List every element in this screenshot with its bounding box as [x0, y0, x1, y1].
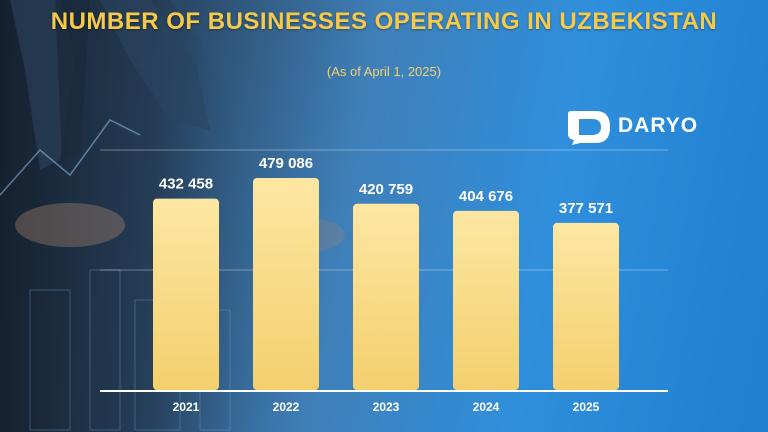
bars: [153, 178, 619, 390]
brand-name: DARYO: [618, 114, 699, 137]
value-labels: 432 458 479 086 420 759 404 676 377 571: [159, 155, 613, 217]
value-label-2025: 377 571: [559, 200, 613, 217]
chart-title: NUMBER OF BUSINESSES OPERATING IN UZBEKI…: [50, 8, 718, 35]
speech-bubble-d-logo-icon: [568, 111, 610, 145]
bar-2021: [153, 198, 219, 390]
x-tick-label-2024: 2024: [473, 400, 500, 414]
value-label-2023: 420 759: [359, 181, 413, 198]
value-label-2022: 479 086: [259, 155, 313, 172]
bar-2025: [553, 222, 619, 390]
bar-2023: [353, 203, 419, 390]
bar-2024: [453, 210, 519, 390]
value-label-2021: 432 458: [159, 176, 213, 193]
x-tick-label-2022: 2022: [273, 400, 300, 414]
x-tick-label-2021: 2021: [173, 400, 200, 414]
chart-subtitle: (As of April 1, 2025): [326, 64, 442, 79]
year-labels: 2021 2022 2023 2024 2025: [173, 400, 600, 414]
value-label-2024: 404 676: [459, 188, 513, 205]
x-tick-label-2023: 2023: [373, 400, 400, 414]
bar-2022: [253, 178, 319, 390]
x-tick-label-2025: 2025: [573, 400, 600, 414]
